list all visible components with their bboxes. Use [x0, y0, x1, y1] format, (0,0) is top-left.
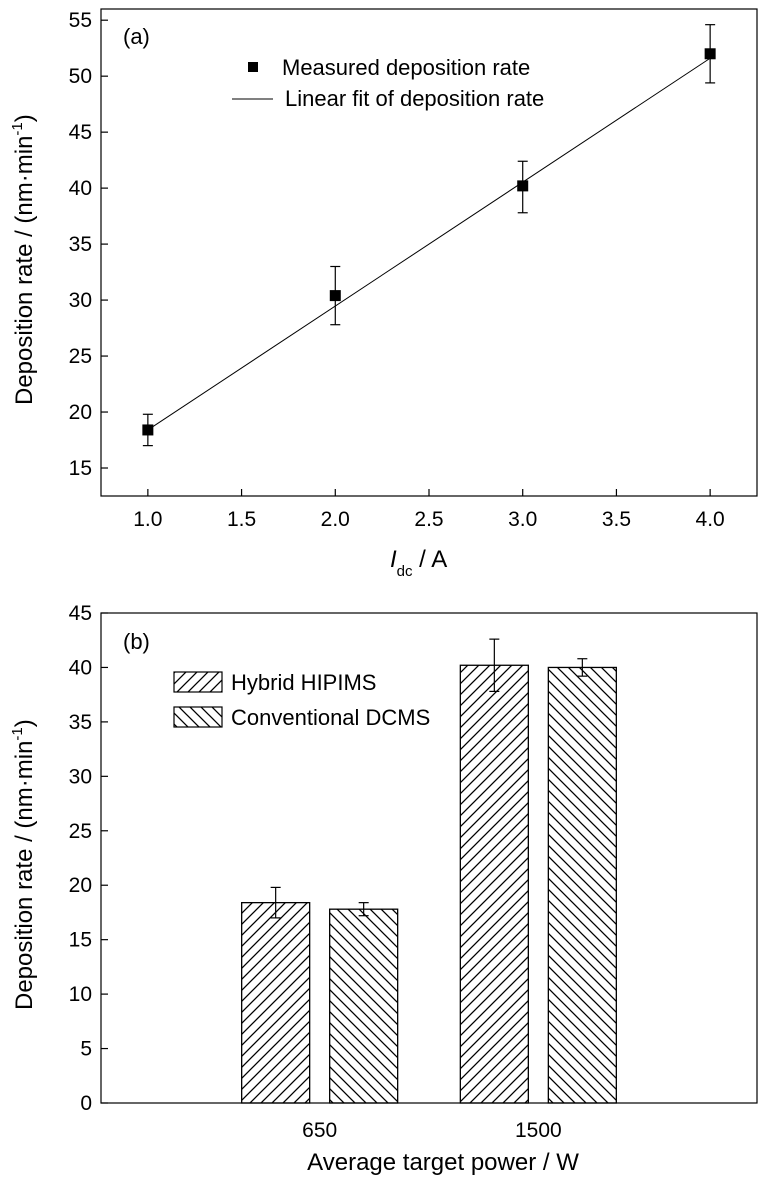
panel-label-a: (a) — [123, 24, 150, 49]
plot-frame-a — [100, 8, 758, 497]
legend-swatch-dcms — [173, 706, 223, 728]
legend-label-measured: Measured deposition rate — [282, 55, 530, 80]
svg-text:Deposition rate / (nm·min-1): Deposition rate / (nm·min-1) — [9, 719, 38, 1010]
svg-text:Deposition rate / (nm·min-1): Deposition rate / (nm·min-1) — [9, 114, 38, 405]
y-tick-label-a: 20 — [69, 401, 92, 424]
x-axis-b: 650 1500 — [302, 1119, 562, 1142]
y-tick-label-b: 0 — [80, 1092, 92, 1115]
y-tick-label-a: 55 — [69, 9, 92, 32]
x-tick-label-a: 3.0 — [508, 508, 537, 531]
y-tick-label-b: 35 — [69, 711, 92, 734]
x-tick-label-a: 3.5 — [602, 508, 631, 531]
x-axis-a: 1.0 1.5 2.0 2.5 3.0 3.5 4.0 — [133, 489, 725, 531]
legend-label-dcms: Conventional DCMS — [231, 705, 430, 730]
bar-b — [329, 908, 399, 1104]
y-tick-label-a: 15 — [69, 457, 92, 480]
x-tick-label-a: 4.0 — [696, 508, 725, 531]
y-tick-label-a: 50 — [69, 65, 92, 88]
legend-swatch-hybrid — [173, 671, 223, 693]
x-tick-label-a: 1.5 — [227, 508, 256, 531]
bars-b — [241, 638, 617, 1104]
x-tick-label-a: 2.5 — [414, 508, 443, 531]
y-tick-label-a: 35 — [69, 233, 92, 256]
legend-label-fit: Linear fit of deposition rate — [285, 86, 544, 111]
y-axis-label-b: Deposition rate / (nm·min-1) — [9, 719, 38, 1010]
data-point-a — [329, 290, 341, 302]
y-tick-label-a: 45 — [69, 121, 92, 144]
y-tick-label-a: 40 — [69, 177, 92, 200]
svg-text:Idc / A: Idc / A — [390, 546, 447, 580]
bar-b — [459, 664, 529, 1104]
y-tick-label-b: 20 — [69, 874, 92, 897]
fit-line — [147, 57, 711, 431]
data-point-a — [517, 180, 529, 192]
bar-b — [241, 901, 311, 1104]
chart-b: (b) 0 5 10 15 20 25 30 35 40 45 650 1500 Hybrid HI… — [9, 602, 758, 1176]
x-tick-label-a: 1.0 — [133, 508, 162, 531]
legend-b: Hybrid HIPIMS Conventional DCMS — [173, 670, 430, 730]
y-tick-label-a: 25 — [69, 345, 92, 368]
y-tick-label-b: 5 — [80, 1038, 92, 1061]
y-axis-label-a: Deposition rate / (nm·min-1) — [9, 114, 38, 405]
data-point-a — [142, 424, 154, 436]
x-axis-label-a: Idc / A — [390, 546, 447, 580]
x-tick-label-b: 650 — [302, 1119, 337, 1142]
y-axis-a: 15 20 25 30 35 40 45 50 55 — [69, 9, 108, 480]
y-tick-label-b: 40 — [69, 656, 92, 679]
data-points-a — [142, 24, 716, 447]
panel-label-b: (b) — [123, 629, 150, 654]
chart-a: (a) 15 20 25 30 35 40 45 50 55 1.0 1.5 2.0 2.5 3.0 3.… — [9, 8, 758, 580]
y-tick-label-b: 45 — [69, 602, 92, 625]
x-axis-label-b: Average target power / W — [307, 1149, 579, 1176]
y-axis-b: 0 5 10 15 20 25 30 35 40 45 — [69, 602, 108, 1115]
y-tick-label-b: 25 — [69, 820, 92, 843]
fit-line-a — [147, 57, 711, 431]
data-point-a — [704, 48, 716, 60]
plot-frame-b — [100, 612, 758, 1104]
bar-b — [547, 666, 617, 1104]
y-tick-label-a: 30 — [69, 289, 92, 312]
legend-label-hybrid: Hybrid HIPIMS — [231, 670, 376, 695]
y-tick-label-b: 30 — [69, 765, 92, 788]
legend-marker-measured — [248, 62, 258, 72]
x-tick-label-b: 1500 — [515, 1119, 562, 1142]
y-tick-label-b: 10 — [69, 983, 92, 1006]
x-tick-label-a: 2.0 — [321, 508, 350, 531]
legend-a: Measured deposition rate Linear fit of d… — [232, 55, 544, 111]
y-tick-label-b: 15 — [69, 929, 92, 952]
